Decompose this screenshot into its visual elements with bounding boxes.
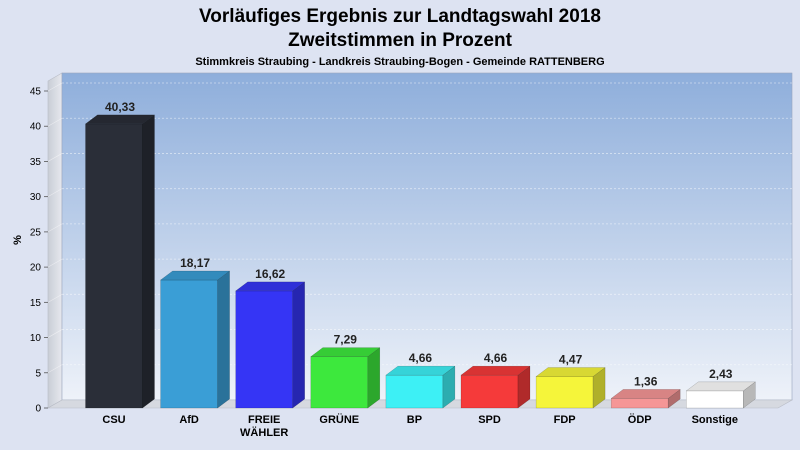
x-tick-label: AfD bbox=[179, 414, 199, 426]
value-label: 40,33 bbox=[105, 100, 135, 114]
bar-front bbox=[611, 398, 668, 408]
y-tick-label: 0 bbox=[35, 404, 41, 415]
bar-side bbox=[218, 271, 230, 408]
y-tick-label: 45 bbox=[30, 87, 42, 98]
value-label: 2,43 bbox=[709, 367, 733, 381]
x-tick-label: FREIE bbox=[248, 414, 280, 426]
y-tick-label: 25 bbox=[30, 227, 42, 238]
bar-top bbox=[611, 389, 680, 398]
chart-subtitle: Zweitstimmen in Prozent bbox=[288, 30, 512, 51]
bar-front bbox=[686, 391, 743, 408]
bar-front bbox=[86, 124, 143, 408]
y-tick-label: 10 bbox=[30, 333, 42, 344]
bar-side bbox=[368, 348, 380, 408]
value-label: 4,47 bbox=[559, 353, 583, 367]
bar-front bbox=[536, 377, 593, 408]
chart-title: Vorläufiges Ergebnis zur Landtagswahl 20… bbox=[199, 6, 601, 27]
bar-side bbox=[293, 282, 305, 408]
bar-afd bbox=[161, 271, 230, 408]
bar-freie-wähler bbox=[236, 282, 305, 408]
value-label: 7,29 bbox=[334, 333, 358, 347]
y-tick-label: 40 bbox=[30, 122, 42, 133]
x-tick-label: WÄHLER bbox=[240, 426, 288, 439]
bar-top bbox=[236, 282, 305, 291]
value-label: 18,17 bbox=[180, 256, 210, 270]
x-tick-label: GRÜNE bbox=[319, 413, 359, 426]
x-tick-label: ÖDP bbox=[628, 413, 652, 426]
bar-front bbox=[311, 357, 368, 408]
bar-spd bbox=[461, 366, 530, 408]
y-axis-label: % bbox=[12, 235, 24, 245]
bar-bp bbox=[386, 366, 455, 408]
bar-top bbox=[386, 366, 455, 375]
bar-front bbox=[236, 291, 293, 408]
bar-front bbox=[461, 375, 518, 408]
y-tick-label: 20 bbox=[30, 263, 42, 274]
value-label: 1,36 bbox=[634, 374, 658, 388]
bar-top bbox=[461, 366, 530, 375]
x-tick-label: BP bbox=[407, 414, 422, 426]
bar-fdp bbox=[536, 368, 605, 408]
bar-top bbox=[311, 348, 380, 357]
bar-top bbox=[161, 271, 230, 280]
x-tick-label: SPD bbox=[478, 414, 501, 426]
bar-grüne bbox=[311, 348, 380, 408]
x-tick-label: Sonstige bbox=[692, 414, 738, 426]
bar-ödp bbox=[611, 389, 680, 408]
y-tick-label: 5 bbox=[35, 368, 41, 379]
y-tick-label: 30 bbox=[30, 192, 42, 203]
plot-side-wall bbox=[48, 73, 62, 408]
bar-side bbox=[143, 115, 155, 408]
bar-top bbox=[536, 368, 605, 377]
y-tick-label: 15 bbox=[30, 298, 42, 309]
value-label: 4,66 bbox=[484, 351, 508, 365]
chart-subtitle-location: Stimmkreis Straubing - Landkreis Straubi… bbox=[195, 56, 604, 68]
bar-top bbox=[86, 115, 155, 124]
x-tick-label: FDP bbox=[554, 414, 576, 426]
bar-front bbox=[386, 375, 443, 408]
value-label: 4,66 bbox=[409, 351, 433, 365]
y-tick-label: 35 bbox=[30, 157, 42, 168]
bar-front bbox=[161, 280, 218, 408]
y-axis: 0 5 10 15 20 25 30 35 40 45 bbox=[30, 87, 48, 415]
bar-top bbox=[686, 382, 755, 391]
bar-sonstige bbox=[686, 382, 755, 408]
value-label: 16,62 bbox=[255, 267, 285, 281]
chart: Vorläufiges Ergebnis zur Landtagswahl 20… bbox=[0, 0, 800, 450]
bar-csu bbox=[86, 115, 155, 408]
x-tick-label: CSU bbox=[102, 414, 125, 426]
